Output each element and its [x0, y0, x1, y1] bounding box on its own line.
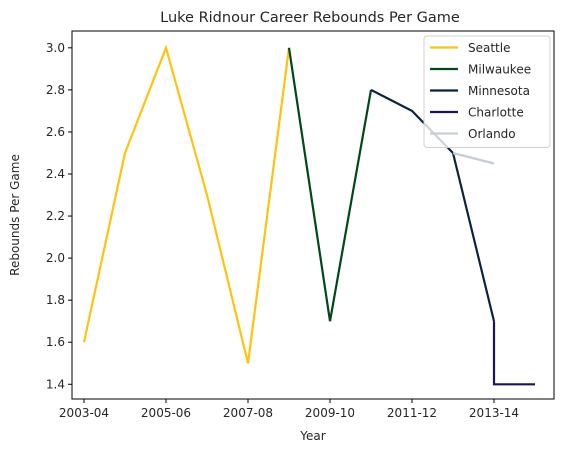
- y-tick-label: 1.8: [46, 293, 65, 307]
- series-line-orlando: [452, 151, 495, 165]
- y-axis-label: Rebounds Per Game: [8, 154, 22, 276]
- y-tick-label: 2.2: [46, 209, 65, 223]
- y-tick-label: 2.4: [46, 167, 65, 181]
- x-tick-label: 2007-08: [223, 406, 273, 420]
- x-tick-label: 2009-10: [305, 406, 355, 420]
- series-line-charlotte: [492, 321, 535, 386]
- legend-label: Orlando: [468, 127, 516, 141]
- x-tick-label: 2005-06: [141, 406, 191, 420]
- legend-label: Milwaukee: [468, 63, 531, 77]
- y-tick-label: 2.8: [46, 83, 65, 97]
- legend-label: Seattle: [468, 41, 510, 55]
- legend-label: Charlotte: [468, 106, 524, 120]
- x-axis: 2003-04 2005-06 2007-08 2009-10 2011-12 2013-…: [59, 399, 519, 420]
- chart-title: Luke Ridnour Career Rebounds Per Game: [160, 10, 460, 26]
- y-tick-label: 2.6: [46, 125, 65, 139]
- x-tick-label: 2013-14: [469, 406, 519, 420]
- x-tick-label: 2011-12: [387, 406, 437, 420]
- y-tick-label: 3.0: [46, 41, 65, 55]
- y-tick-label: 1.4: [46, 377, 65, 391]
- y-tick-label: 1.6: [46, 335, 65, 349]
- series-line-seattle: [82, 44, 291, 364]
- plot-frame: [71, 30, 555, 400]
- y-tick-label: 2.0: [46, 251, 65, 265]
- series-line-milwaukee: [287, 47, 373, 322]
- legend-box: [423, 35, 551, 148]
- y-axis: 1.4 1.6 1.8 2.0 2.2 2.4 2.6 2.8 3.0: [46, 41, 72, 391]
- legend-label: Minnesota: [468, 84, 530, 98]
- x-tick-label: 2003-04: [59, 406, 109, 420]
- legend: Seattle Milwaukee Minnesota Charlotte Orland…: [423, 35, 551, 148]
- x-axis-label: Year: [299, 429, 325, 443]
